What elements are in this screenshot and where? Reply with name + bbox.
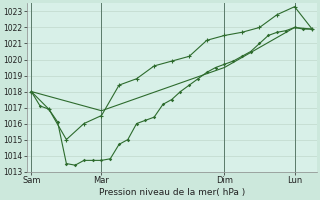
X-axis label: Pression niveau de la mer( hPa ): Pression niveau de la mer( hPa ) bbox=[99, 188, 245, 197]
